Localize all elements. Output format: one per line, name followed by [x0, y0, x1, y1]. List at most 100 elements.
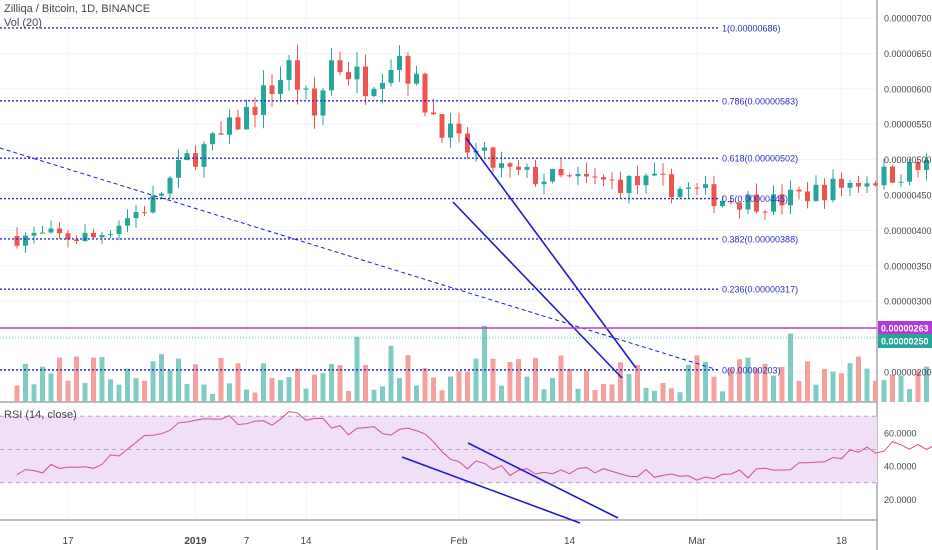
candle-body	[167, 177, 173, 194]
candle-body	[524, 166, 530, 170]
candle-body	[856, 182, 861, 187]
volume-bar	[422, 368, 428, 402]
volume-bar	[184, 384, 190, 402]
candle-body	[558, 168, 564, 176]
volume-bar	[150, 361, 156, 402]
candle-body	[830, 178, 836, 201]
volume-bar	[660, 382, 666, 402]
price-tick-label: 0.00000500	[884, 155, 932, 165]
resistance-price-tag-bg	[878, 321, 932, 335]
candle-body	[592, 176, 598, 178]
candle-body	[176, 160, 181, 178]
volume-bar	[176, 358, 181, 402]
volume-bar	[23, 363, 28, 402]
volume-bar	[227, 383, 232, 402]
volume-bar	[473, 358, 479, 402]
volume-bar	[762, 363, 768, 402]
volume-bar	[57, 357, 62, 402]
volume-bar	[269, 378, 275, 402]
volume-bar	[864, 368, 870, 402]
volume-bar	[635, 364, 640, 402]
candle-body	[873, 183, 878, 186]
volume-bar	[728, 368, 734, 402]
volume-bar	[490, 358, 496, 402]
candle-body	[82, 232, 88, 242]
volume-bar	[40, 366, 45, 402]
candle-body	[14, 236, 20, 246]
candle-body	[762, 211, 768, 213]
volume-bars	[14, 325, 929, 402]
candle-body	[694, 187, 700, 189]
volume-bar	[142, 380, 147, 402]
volume-bar	[533, 358, 538, 402]
volume-bar	[456, 371, 462, 402]
volume-bar	[771, 375, 776, 402]
fib-label: 0(0.00000203)	[722, 365, 781, 375]
volume-bar	[465, 371, 470, 402]
candle-body	[227, 117, 232, 135]
rsi-label: RSI (14, close)	[4, 409, 77, 421]
volume-bar	[652, 390, 657, 402]
candle-body	[924, 159, 929, 170]
current-price-tag: 0.00000250	[881, 337, 929, 347]
candle-body	[465, 133, 470, 153]
candle-body	[439, 114, 445, 138]
time-tick-label: 14	[564, 536, 576, 547]
fib-label: 0.382(0.00000388)	[722, 234, 798, 244]
volume-bar	[881, 380, 887, 402]
candle-body	[133, 212, 139, 219]
candle-body	[142, 212, 147, 214]
volume-bar	[380, 386, 385, 402]
volume-bar	[703, 361, 708, 402]
volume-bar	[915, 370, 921, 402]
volume-bar	[82, 383, 88, 402]
volume-bar	[405, 355, 411, 402]
fib-label: 0.618(0.00000502)	[722, 154, 798, 164]
volume-bar	[261, 363, 266, 402]
candle-body	[482, 147, 487, 151]
candle-body	[847, 182, 853, 188]
candle-body	[371, 88, 377, 97]
volume-bar	[745, 357, 751, 402]
resistance-price-tag: 0.00000263	[881, 324, 929, 334]
rsi-channel-lower	[401, 456, 581, 524]
volume-bar	[388, 345, 394, 402]
volume-bar	[720, 391, 725, 402]
candle-body	[499, 163, 504, 168]
candle-body	[618, 179, 623, 194]
candle-body	[703, 184, 708, 188]
volume-bar	[235, 363, 241, 402]
candle-body	[235, 117, 241, 130]
candle-body	[210, 133, 215, 145]
time-tick-label: Mar	[688, 536, 706, 547]
volume-bar	[312, 374, 317, 402]
time-tick-label: 17	[62, 536, 74, 547]
volume-bar	[796, 381, 802, 402]
candle-body	[108, 234, 113, 236]
candle-body	[312, 88, 317, 116]
candle-body	[57, 228, 62, 234]
volume-bar	[414, 385, 419, 402]
candle-body	[380, 82, 385, 89]
volume-bar	[108, 379, 113, 402]
candle-body	[507, 163, 513, 167]
rsi-pane	[0, 411, 932, 524]
candle-body	[269, 85, 275, 94]
volume-bar	[592, 389, 598, 402]
rsi-tick-label: 40.0000	[884, 462, 917, 472]
candle-body	[643, 175, 649, 186]
candle-body	[516, 166, 521, 170]
fib-label: 0.5(0.00000445)	[722, 194, 788, 204]
volume-bar	[567, 368, 572, 402]
candle-body	[405, 55, 411, 84]
candle-body	[652, 173, 657, 176]
volume-bar	[898, 375, 904, 402]
price-tick-label: 0.00000300	[884, 297, 932, 307]
candle-body	[201, 144, 207, 167]
volume-bar	[499, 385, 504, 402]
candle-body	[601, 177, 606, 180]
candle-body	[329, 60, 334, 91]
volume-bar	[133, 378, 139, 402]
volume-bar	[363, 365, 368, 402]
